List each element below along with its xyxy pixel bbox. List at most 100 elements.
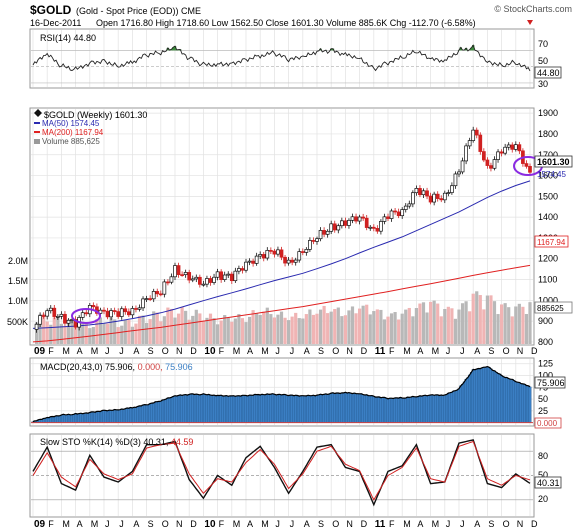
price-tick-label: 1000 <box>538 295 558 305</box>
ma50-legend-swatch <box>34 122 40 124</box>
volume-bar <box>283 317 287 344</box>
x-tick-label: M <box>233 519 241 529</box>
candle-body <box>119 308 124 317</box>
candle-body <box>229 273 234 282</box>
volume-bar <box>84 322 88 344</box>
volume-bar <box>98 317 103 344</box>
candle-body <box>357 216 362 222</box>
candle-body <box>254 255 259 264</box>
x-tick-label: S <box>488 519 494 529</box>
candle-body <box>219 271 223 280</box>
volume-bar <box>393 312 397 344</box>
volume-bar <box>191 315 195 344</box>
x-axis-top: 09 F M A M J J A S O N D 10 F M A M J J A S O N D 11 F M A M J J A S O N D <box>34 346 538 357</box>
volume-bar <box>148 319 152 344</box>
sto-grid <box>31 435 533 516</box>
candle-body <box>98 309 103 314</box>
volume-bar <box>66 319 71 344</box>
rsi-current-label: 44.80 <box>537 68 560 78</box>
volume-bar <box>290 316 294 344</box>
candle-body <box>414 188 419 194</box>
candle-body <box>457 171 461 175</box>
candle-body <box>513 144 518 150</box>
candle-body <box>411 192 415 205</box>
candle-body <box>428 195 433 203</box>
candle-body <box>169 276 174 283</box>
volume-bar <box>333 309 337 344</box>
sto-tick-80: 80 <box>538 451 548 461</box>
candle-body <box>343 220 348 226</box>
price-tick-label: 1100 <box>538 275 557 285</box>
volume-bar <box>223 315 227 344</box>
volume-value-label: 885625 <box>537 304 564 313</box>
candle-body <box>453 173 458 187</box>
volume-tick-1m: 1.0M <box>8 296 28 306</box>
candle-body <box>347 219 351 226</box>
candle-body <box>489 165 493 169</box>
price-marks <box>32 126 532 343</box>
candle-body <box>386 216 390 219</box>
candle-body <box>244 261 248 271</box>
volume-bar <box>180 306 184 344</box>
candle-body <box>400 209 405 217</box>
candle-body <box>464 145 468 162</box>
volume-bar <box>184 310 188 344</box>
candle-body <box>105 310 110 318</box>
candle-body <box>315 238 319 242</box>
x-tick-label: M <box>432 346 440 356</box>
candle-body <box>510 144 515 150</box>
sto-tick-20: 20 <box>538 494 548 504</box>
volume-bar <box>368 314 372 344</box>
x-tick-label: N <box>346 519 353 529</box>
volume-bar <box>102 323 106 344</box>
x-tick-label: A <box>417 519 423 529</box>
candle-body <box>162 281 167 295</box>
volume-bar <box>201 320 205 344</box>
volume-bar <box>145 322 149 344</box>
volume-bar <box>216 324 220 344</box>
volume-box <box>534 301 573 314</box>
volume-bar <box>247 316 252 344</box>
quote-line: Open 1716.80 High 1718.60 Low 1562.50 Cl… <box>96 18 476 28</box>
x-tick-label: M <box>432 519 440 529</box>
volume-bar <box>510 316 514 344</box>
candle-body <box>215 271 220 278</box>
x-tick-label: J <box>290 346 295 356</box>
x-tick-label: A <box>133 519 139 529</box>
sto-marks <box>32 439 531 507</box>
x-tick-label: F <box>389 519 395 529</box>
x-tick-label: A <box>304 346 310 356</box>
x-tick-label: D <box>190 346 197 356</box>
volume-bar <box>372 311 376 344</box>
x-tick-label: J <box>446 346 451 356</box>
volume-bar <box>311 314 316 344</box>
volume-bar <box>230 321 234 344</box>
volume-bar <box>489 295 493 344</box>
ma50-value-label: 1574.45 <box>537 170 566 179</box>
volume-bar <box>233 318 237 344</box>
candle-body <box>308 240 312 250</box>
price-tick-label: 1600 <box>538 171 558 181</box>
x-tick-label: O <box>503 346 510 356</box>
volume-bar <box>34 322 39 344</box>
volume-bar <box>194 309 198 344</box>
candle-body <box>279 249 284 258</box>
candle-body <box>38 315 42 325</box>
volume-bar <box>471 293 475 344</box>
x-tick-label: S <box>318 519 324 529</box>
candle-body <box>418 188 422 196</box>
ma200-value-label: 1167.94 <box>537 238 566 247</box>
rsi-overbought-fill <box>470 47 473 51</box>
candle-body <box>66 319 71 324</box>
x-tick-label: O <box>503 519 510 529</box>
candle-body <box>485 159 490 166</box>
bell-icon <box>34 109 42 117</box>
candle-body <box>247 260 252 263</box>
volume-bar <box>301 318 305 344</box>
volume-bar <box>59 323 63 344</box>
volume-bar <box>173 317 177 344</box>
x-tick-label: F <box>389 346 395 356</box>
x-tick-label: D <box>190 519 197 529</box>
x-tick-label: S <box>148 346 154 356</box>
candle-body <box>137 307 142 310</box>
